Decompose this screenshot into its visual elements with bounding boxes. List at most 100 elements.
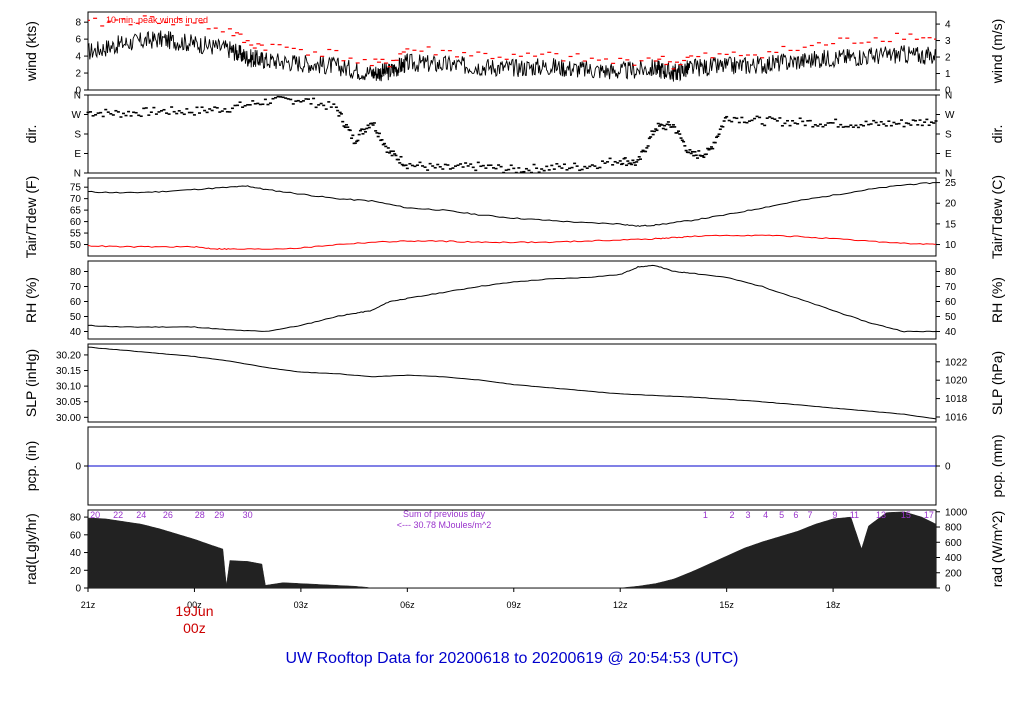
rad-day-label: 4 [763,510,768,520]
series-rh-0 [88,264,936,333]
x-tick-label: 21z [81,600,96,610]
ylabel-right-temp: Tair/Tdew (C) [989,175,1005,259]
right-tick-label-rad: 200 [945,568,962,579]
rad-day-label: 24 [136,510,146,520]
left-tick-label-dir: W [72,110,82,121]
right-tick-label-temp: 20 [945,199,957,210]
ylabel-right-rh: RH (%) [989,277,1005,323]
left-tick-label-temp: 60 [70,217,82,228]
series-slp-0 [88,346,936,420]
rad-day-label: 2 [729,510,734,520]
panel-frame-slp [87,343,937,423]
ylabel-right-pcp: pcp. (mm) [989,435,1005,498]
right-tick-label-temp: 25 [945,178,957,189]
ylabel-left-slp: SLP (inHg) [23,349,39,417]
left-tick-label-slp: 30.15 [56,366,81,377]
rad-day-label: 22 [113,510,123,520]
left-tick-label-wind: 4 [75,52,81,63]
right-tick-label-rad: 800 [945,523,962,534]
rad-day-label: 7 [808,510,813,520]
left-tick-label-dir: N [74,91,81,102]
right-tick-label-dir: N [945,169,952,180]
right-tick-label-temp: 15 [945,219,957,230]
right-tick-label-rh: 40 [945,327,957,338]
series-radiation [88,511,936,588]
left-tick-label-temp: 55 [70,229,82,240]
rad-day-label: 1 [703,510,708,520]
ylabel-right-slp: SLP (hPa) [989,351,1005,415]
left-tick-label-dir: N [74,169,81,180]
rad-day-label: 5 [779,510,784,520]
series-temp-0 [88,182,936,227]
left-tick-label-rad: 80 [70,513,82,524]
right-tick-label-wind: 0 [945,86,951,97]
figure-title: UW Rooftop Data for 20200618 to 20200619… [285,650,739,667]
rad-day-label: 15 [901,510,911,520]
rad-day-label: 30 [243,510,253,520]
panel-frame-rh [87,260,937,340]
left-tick-label-dir: S [74,130,81,141]
rad-day-label: 28 [195,510,205,520]
panel-frame-wind [87,11,937,91]
wind-annotation: 10 min. peak winds in red [106,15,208,25]
right-tick-label-dir: N [945,91,952,102]
panel-frame-temp [87,177,937,257]
left-tick-label-dir: E [74,149,81,160]
date-hour-label: 00z [183,620,206,636]
left-tick-label-temp: 65 [70,206,82,217]
left-tick-label-wind: 0 [75,86,81,97]
series-mean-wind [88,30,936,82]
left-tick-label-rad: 0 [75,584,81,595]
left-tick-label-slp: 30.05 [56,397,81,408]
left-tick-label-slp: 30.10 [56,382,81,393]
left-tick-label-temp: 70 [70,194,82,205]
left-tick-label-rh: 80 [70,267,82,278]
x-tick-label: 15z [719,600,734,610]
right-tick-label-rad: 400 [945,553,962,564]
rad-day-label: 17 [924,510,934,520]
right-tick-label-slp: 1022 [945,357,968,368]
right-tick-label-rad: 600 [945,538,962,549]
ylabel-right-dir: dir. [989,125,1005,144]
ylabel-left-dir: dir. [23,125,39,144]
left-tick-label-temp: 75 [70,183,82,194]
left-tick-label-rad: 20 [70,566,82,577]
ylabel-left-wind: wind (kts) [23,21,39,82]
right-tick-label-rh: 50 [945,312,957,323]
x-tick-label: 03z [294,600,309,610]
left-tick-label-pcp: 0 [75,462,81,473]
right-tick-label-slp: 1018 [945,394,968,405]
left-tick-label-rad: 40 [70,548,82,559]
left-tick-label-slp: 30.00 [56,413,81,424]
right-tick-label-rh: 60 [945,297,957,308]
left-tick-label-rad: 60 [70,530,82,541]
ylabel-left-temp: Tair/Tdew (F) [23,176,39,258]
right-tick-label-wind: 4 [945,20,951,31]
left-tick-label-wind: 6 [75,35,81,46]
right-tick-label-pcp: 0 [945,462,951,473]
right-tick-label-temp: 10 [945,240,957,251]
rad-annotation-1: Sum of previous day [403,509,486,519]
right-tick-label-slp: 1016 [945,413,968,424]
rad-day-label: 26 [163,510,173,520]
left-tick-label-slp: 30.20 [56,350,81,361]
left-tick-label-rh: 40 [70,327,82,338]
rad-day-label: 29 [214,510,224,520]
ylabel-right-wind: wind (m/s) [989,19,1005,85]
right-tick-label-rad: 1000 [945,507,968,518]
right-tick-label-wind: 1 [945,69,951,80]
right-tick-label-dir: E [945,149,952,160]
right-tick-label-wind: 2 [945,53,951,64]
ylabel-right-rad: rad (W/m^2) [989,511,1005,588]
x-tick-label: 09z [507,600,522,610]
rad-day-label: 3 [745,510,750,520]
ylabel-left-pcp: pcp. (in) [23,441,39,492]
right-tick-label-rad: 0 [945,584,951,595]
x-tick-label: 06z [400,600,415,610]
right-tick-label-wind: 3 [945,36,951,47]
x-tick-label: 12z [613,600,628,610]
rad-day-label: 9 [832,510,837,520]
left-tick-label-wind: 2 [75,69,81,80]
